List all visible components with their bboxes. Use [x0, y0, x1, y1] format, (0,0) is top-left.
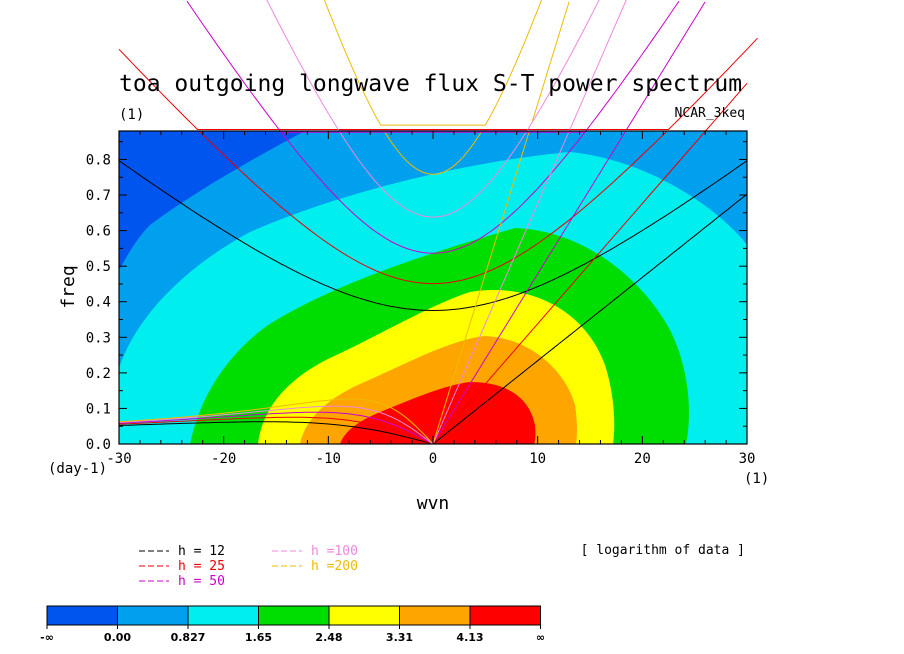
- kelvin-curve-25: [432, 131, 707, 444]
- y-tick-label: 0.4: [86, 295, 111, 311]
- legend-label: h = 25: [178, 559, 225, 574]
- x-tick-label: -20: [211, 451, 236, 467]
- data-note: [ logarithm of data ]: [581, 543, 745, 558]
- y-tick-label: 0.6: [86, 224, 111, 240]
- kelvin-curve-12: [432, 193, 747, 444]
- colorbar-cell: [258, 605, 330, 626]
- inertia-gravity-curve-25: [198, 131, 668, 285]
- inertia-gravity-extension-50: [186, 0, 680, 133]
- y-tick-label: 0.5: [86, 259, 111, 275]
- kelvin-curve-50: [432, 131, 627, 444]
- inertia-gravity-curve-50: [279, 131, 587, 254]
- inertia-gravity-extension-100: [266, 0, 600, 131]
- inertia-gravity-curve-100: [338, 131, 528, 218]
- y-axis-title: freq: [58, 265, 79, 308]
- colorbar: -∞ 0.00 0.827 1.65 2.48 3.31 4.13 ∞: [40, 605, 545, 644]
- colorbar-label: 1.65: [245, 631, 272, 644]
- x-unit-label: (1): [744, 471, 769, 487]
- model-label: NCAR_3keq: [675, 106, 745, 121]
- colorbar-cell: [187, 605, 259, 626]
- kelvin-curve-100: [432, 131, 570, 444]
- x-tick-label: 0: [429, 451, 437, 467]
- x-tick-label: 30: [739, 451, 756, 467]
- kelvin-extension-25: [704, 82, 748, 132]
- inertia-gravity-extension-200: [323, 0, 543, 126]
- y-unit-label: (day-1): [48, 461, 107, 477]
- y-tick-label: 0.8: [86, 152, 111, 168]
- inertia-gravity-curve-12: [119, 160, 747, 312]
- contour-fill-layer: [119, 131, 747, 444]
- x-tick-label: -30: [106, 451, 131, 467]
- rossby-curve-100: [119, 405, 434, 444]
- kelvin-extension-100: [568, 0, 627, 132]
- y-tick-label: 0.3: [86, 330, 111, 346]
- colorbar-cell: [469, 605, 541, 626]
- x-tick-label: 10: [529, 451, 546, 467]
- x-tick-label: 20: [634, 451, 651, 467]
- legend-label: h = 50: [178, 574, 225, 589]
- dispersion-curves-above-plot: [118, 0, 758, 133]
- colorbar-cell: [46, 605, 118, 626]
- axis-ticks: -30 -20 -10 0 10 20 30 0.0 0.1 0.2 0.3 0.4 0.5 0.6 0.7…: [86, 131, 756, 467]
- y-tick-label: 0.1: [86, 401, 111, 417]
- colorbar-label: 0.827: [171, 631, 206, 644]
- colorbar-label: 3.31: [386, 631, 413, 644]
- colorbar-cell: [328, 605, 400, 626]
- y-tick-label: 0.2: [86, 366, 111, 382]
- legend-label: h =100: [311, 544, 358, 559]
- colorbar-label: 2.48: [315, 631, 342, 644]
- rossby-curve-50: [119, 411, 434, 444]
- colorbar-label: 0.00: [104, 631, 131, 644]
- legend-label: h = 12: [178, 544, 225, 559]
- kelvin-extension-200: [531, 1, 570, 122]
- colorbar-cell: [117, 605, 189, 626]
- colorbar-label: ∞: [536, 631, 545, 644]
- inertia-gravity-curve-200: [383, 131, 483, 175]
- legend-label: h =200: [311, 559, 358, 574]
- colorbar-label: 4.13: [456, 631, 483, 644]
- inertia-gravity-extension-25: [118, 37, 758, 130]
- y-tick-label: 0.0: [86, 437, 111, 453]
- kelvin-curve-200: [432, 131, 530, 444]
- y-tick-label: 0.7: [86, 188, 111, 204]
- title-units: (1): [119, 107, 144, 123]
- chart-title: toa outgoing longwave flux S-T power spe…: [119, 71, 742, 97]
- rossby-curve-200: [119, 398, 434, 444]
- colorbar-label: -∞: [40, 631, 54, 644]
- kelvin-extension-50: [626, 1, 706, 130]
- x-tick-label: -10: [316, 451, 341, 467]
- dispersion-curves-in-plot: [119, 131, 747, 444]
- rossby-curve-12: [119, 421, 434, 444]
- rossby-curve-25: [119, 416, 434, 444]
- x-axis-title: wvn: [417, 493, 450, 514]
- colorbar-cell: [399, 605, 471, 626]
- contour-band-0: [119, 131, 305, 270]
